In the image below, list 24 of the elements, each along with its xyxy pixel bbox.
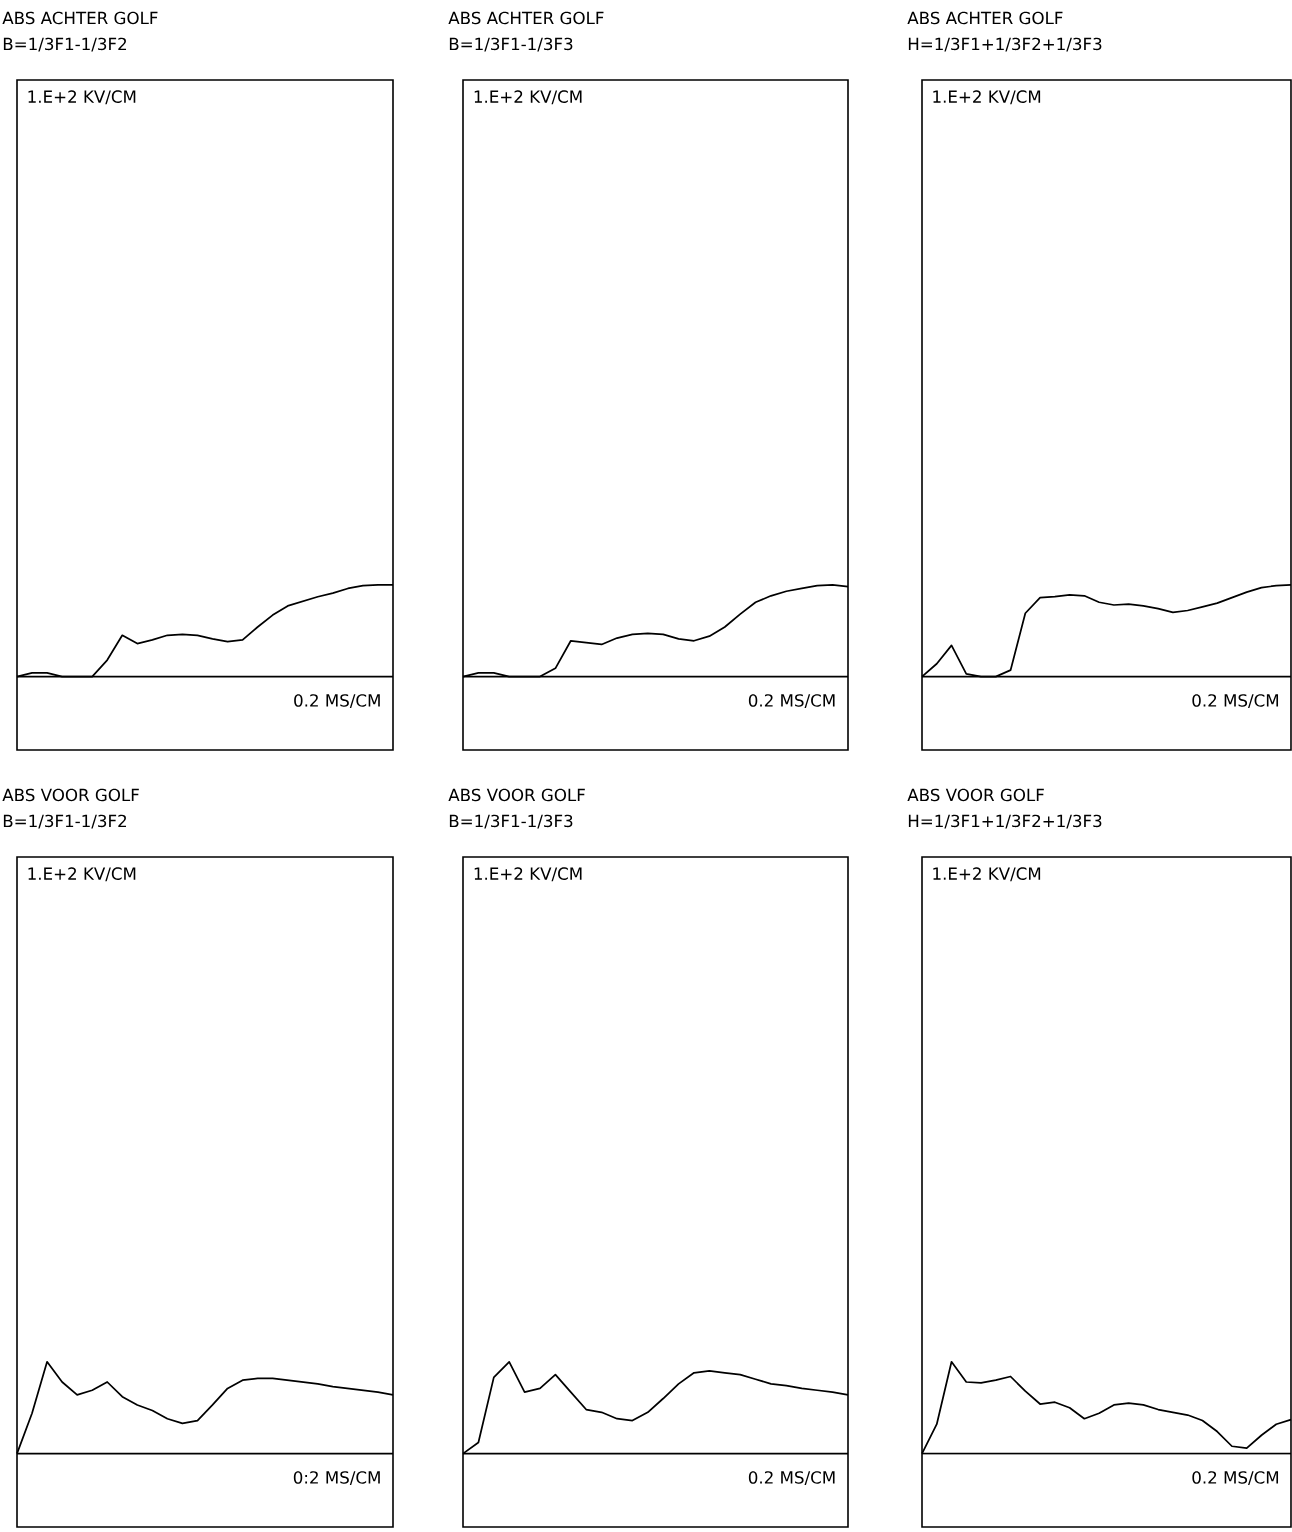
chart-title: ABS ACHTER GOLF bbox=[2, 11, 158, 25]
text: 0.2 MS/CM bbox=[1192, 1471, 1279, 1486]
text: 1.E+2 KV/CM bbox=[474, 867, 582, 882]
chart-title: ABS VOOR GOLF bbox=[2, 788, 139, 802]
text: 1.E+2 KV/CM bbox=[474, 90, 582, 105]
text: 1.E+2 KV/CM bbox=[28, 90, 136, 105]
chart-title: ABS ACHTER GOLF bbox=[448, 11, 604, 25]
text: 0:2 MS/CM bbox=[293, 1471, 380, 1486]
chart-title: ABS VOOR GOLF bbox=[448, 788, 585, 802]
chart-title: ABS ACHTER GOLF bbox=[907, 11, 1063, 25]
text: 1.E+2 KV/CM bbox=[933, 90, 1041, 105]
text: 1.E+2 KV/CM bbox=[933, 867, 1041, 882]
text: 0.2 MS/CM bbox=[748, 694, 835, 709]
chart-subtitle: B=1/3F1-1/3F3 bbox=[449, 814, 573, 829]
chart-title: ABS VOOR GOLF bbox=[907, 788, 1044, 802]
chart-subtitle: B=1/3F1-1/3F2 bbox=[3, 814, 127, 829]
text: 1.E+2 KV/CM bbox=[28, 867, 136, 882]
text: 0.2 MS/CM bbox=[748, 1471, 835, 1486]
text: 0.2 MS/CM bbox=[1192, 694, 1279, 709]
chart-subtitle: H=1/3F1+1/3F2+1/3F3 bbox=[908, 814, 1102, 829]
chart-subtitle: B=1/3F1-1/3F2 bbox=[3, 37, 127, 52]
chart-subtitle: B=1/3F1-1/3F3 bbox=[449, 37, 573, 52]
chart-subtitle: H=1/3F1+1/3F2+1/3F3 bbox=[908, 37, 1102, 52]
text: 0.2 MS/CM bbox=[294, 694, 380, 709]
